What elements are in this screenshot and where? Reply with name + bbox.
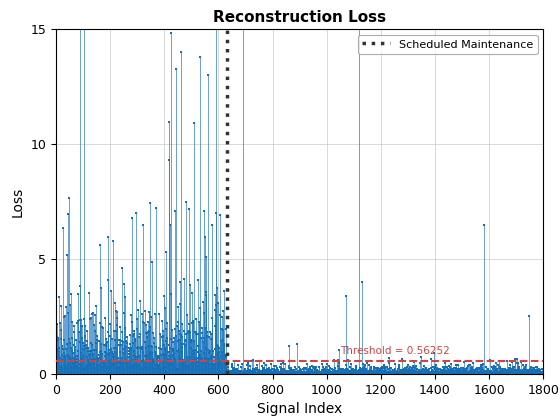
Y-axis label: Loss: Loss — [11, 186, 25, 217]
Scheduled Maintenance — [223, 371, 230, 376]
Scheduled Maintenance — [223, 348, 230, 353]
Legend: Scheduled Maintenance: Scheduled Maintenance — [358, 35, 538, 54]
Title: Reconstruction Loss: Reconstruction Loss — [213, 10, 386, 26]
Text: Threshold = 0.56252: Threshold = 0.56252 — [340, 346, 450, 357]
X-axis label: Signal Index: Signal Index — [257, 402, 342, 416]
